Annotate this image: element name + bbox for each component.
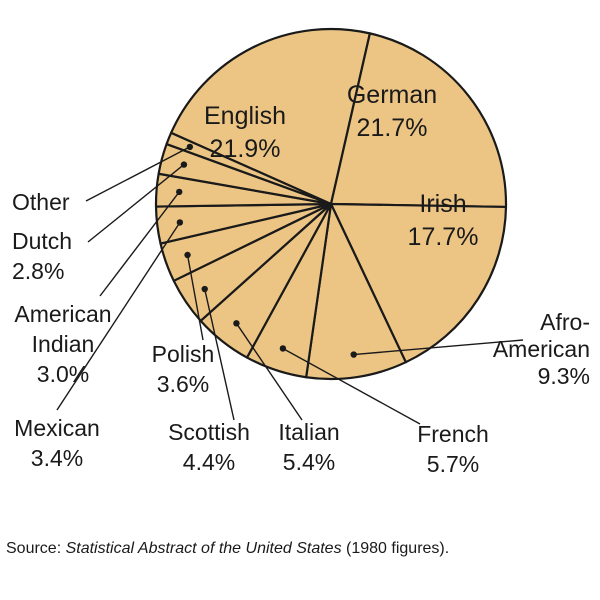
slice-name-dutch: Dutch bbox=[12, 228, 72, 254]
pie-slice-other bbox=[165, 131, 333, 206]
data-label-german: 21.7% bbox=[357, 114, 428, 142]
pie-slice-afro-american bbox=[305, 202, 407, 381]
source-suffix: (1980 figures). bbox=[341, 540, 450, 557]
data-label-italian: 5.4% bbox=[283, 449, 335, 475]
slice-name-polish: Polish bbox=[152, 341, 215, 367]
leader-dot-mexican bbox=[176, 219, 184, 226]
slice-name-american-indian: American Indian bbox=[14, 301, 111, 357]
leader-line-italian bbox=[235, 322, 303, 421]
slice-name-german: German bbox=[347, 81, 437, 109]
leader-dot-other bbox=[186, 143, 194, 151]
leader-dot-afro-american bbox=[350, 351, 357, 358]
data-label-scottish: 4.4% bbox=[183, 449, 235, 475]
data-label-mexican: 3.4% bbox=[31, 445, 83, 471]
leader-dot-french bbox=[279, 345, 287, 352]
pie-slice-irish bbox=[329, 202, 508, 364]
slice-name-other: Other bbox=[12, 189, 70, 215]
leader-dot-italian bbox=[233, 320, 240, 327]
source-prefix: Source: bbox=[6, 540, 66, 557]
pie-slice-german bbox=[329, 32, 508, 209]
leader-line-dutch bbox=[87, 164, 185, 243]
leader-dot-dutch bbox=[180, 161, 188, 168]
leader-line-mexican bbox=[56, 222, 181, 411]
slice-name-afro-american: Afro-American bbox=[493, 309, 590, 362]
slice-name-english: English bbox=[204, 102, 286, 130]
leader-line-french bbox=[282, 347, 421, 425]
leader-dot-american-indian bbox=[176, 188, 183, 196]
leader-dot-scottish bbox=[201, 285, 208, 293]
pie-slice-english bbox=[170, 27, 371, 206]
source-title: Statistical Abstract of the United State… bbox=[65, 540, 342, 557]
data-label-english: 21.9% bbox=[210, 135, 281, 163]
slice-name-irish: Irish bbox=[419, 190, 466, 218]
data-label-american-indian: 3.0% bbox=[37, 361, 89, 387]
leader-line-american-indian bbox=[99, 191, 180, 297]
slice-name-french: French bbox=[417, 421, 489, 447]
source-note: Source: Statistical Abstract of the Unit… bbox=[6, 540, 596, 558]
leader-dot-polish bbox=[184, 251, 191, 259]
leader-line-scottish bbox=[204, 288, 235, 421]
slice-name-scottish: Scottish bbox=[168, 419, 250, 445]
slice-name-italian: Italian bbox=[278, 419, 339, 445]
data-label-dutch: 2.8% bbox=[12, 258, 64, 284]
leader-line-afro-american bbox=[353, 339, 524, 356]
data-label-polish: 3.6% bbox=[157, 371, 209, 397]
data-label-french: 5.7% bbox=[427, 451, 479, 477]
data-label-irish: 17.7% bbox=[408, 223, 479, 251]
slice-name-mexican: Mexican bbox=[14, 415, 100, 441]
leader-line-other bbox=[85, 146, 191, 202]
leader-line-polish bbox=[186, 254, 204, 341]
data-label-afro-american: 9.3% bbox=[538, 363, 590, 389]
